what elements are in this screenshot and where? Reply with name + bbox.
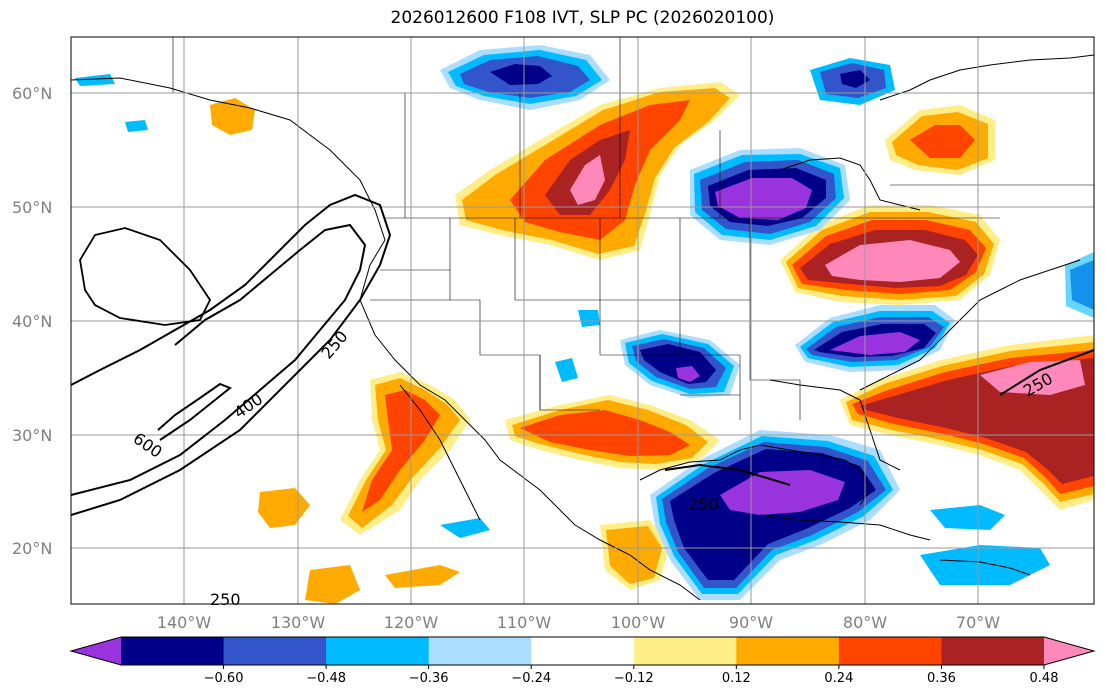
gridlines [71,37,1094,604]
contour-label: 250 [688,495,719,514]
colorbar-tick-label: −0.36 [409,671,449,686]
lon-label: 80°W [843,613,887,632]
colorbar-segment [1044,637,1094,665]
contour-line [71,223,367,496]
colorbar-tick-label: 0.48 [1030,671,1059,686]
colorbar-segment [428,637,532,665]
lat-label: 50°N [12,198,52,217]
lon-label: 90°W [729,613,773,632]
lon-label: 70°W [956,613,1000,632]
colorbar-tick-label: −0.60 [204,671,244,686]
colorbar-tick-label: −0.12 [614,671,654,686]
colorbar-segment [71,637,121,665]
lat-label: 40°N [12,312,52,331]
map-frame [70,36,1095,605]
contour-line [71,193,392,516]
lon-label: 130°W [271,613,326,632]
lon-label: 100°W [611,613,666,632]
lon-label: 140°W [157,613,212,632]
colorbar-outline [69,636,1096,666]
colorbar-segment [121,637,225,665]
colorbar-tick-label: −0.48 [306,671,346,686]
longitude-axis: 140°W 130°W 120°W 110°W 100°W 90°W 80°W … [157,613,1000,632]
contour-line [79,227,212,326]
colorbar: −0.60 −0.48 −0.36 −0.24 −0.12 0.12 0.24 0.36 0.4… [69,636,1096,686]
lon-label: 110°W [497,613,552,632]
colorbar-tick-label: −0.24 [511,671,551,686]
contour-line [157,382,232,441]
colorbar-segment [326,637,430,665]
colorbar-segment [941,637,1045,665]
lat-label: 20°N [12,539,52,558]
colorbar-tick-label: 0.36 [927,671,956,686]
map-title: 2026012600 F108 IVT, SLP PC (2026020100) [390,8,775,28]
colorbar-segment [838,637,942,665]
slp-contours [71,193,1094,516]
colorbar-tick-label: 0.24 [824,671,853,686]
lat-label: 60°N [12,84,52,103]
colorbar-tick-label: 0.12 [722,671,751,686]
ivt-filled-contours [75,45,1094,604]
colorbar-segment [736,637,840,665]
contour-line [999,349,1094,396]
colorbar-segment [633,637,737,665]
colorbar-segment [531,637,635,665]
lon-label: 120°W [384,613,439,632]
contour-label: 250 [210,590,241,609]
contour-line [664,463,791,486]
lat-label: 30°N [12,426,52,445]
latitude-axis: 60°N 50°N 40°N 30°N 20°N [12,84,52,558]
colorbar-segment [223,637,327,665]
coastlines [71,54,1094,601]
